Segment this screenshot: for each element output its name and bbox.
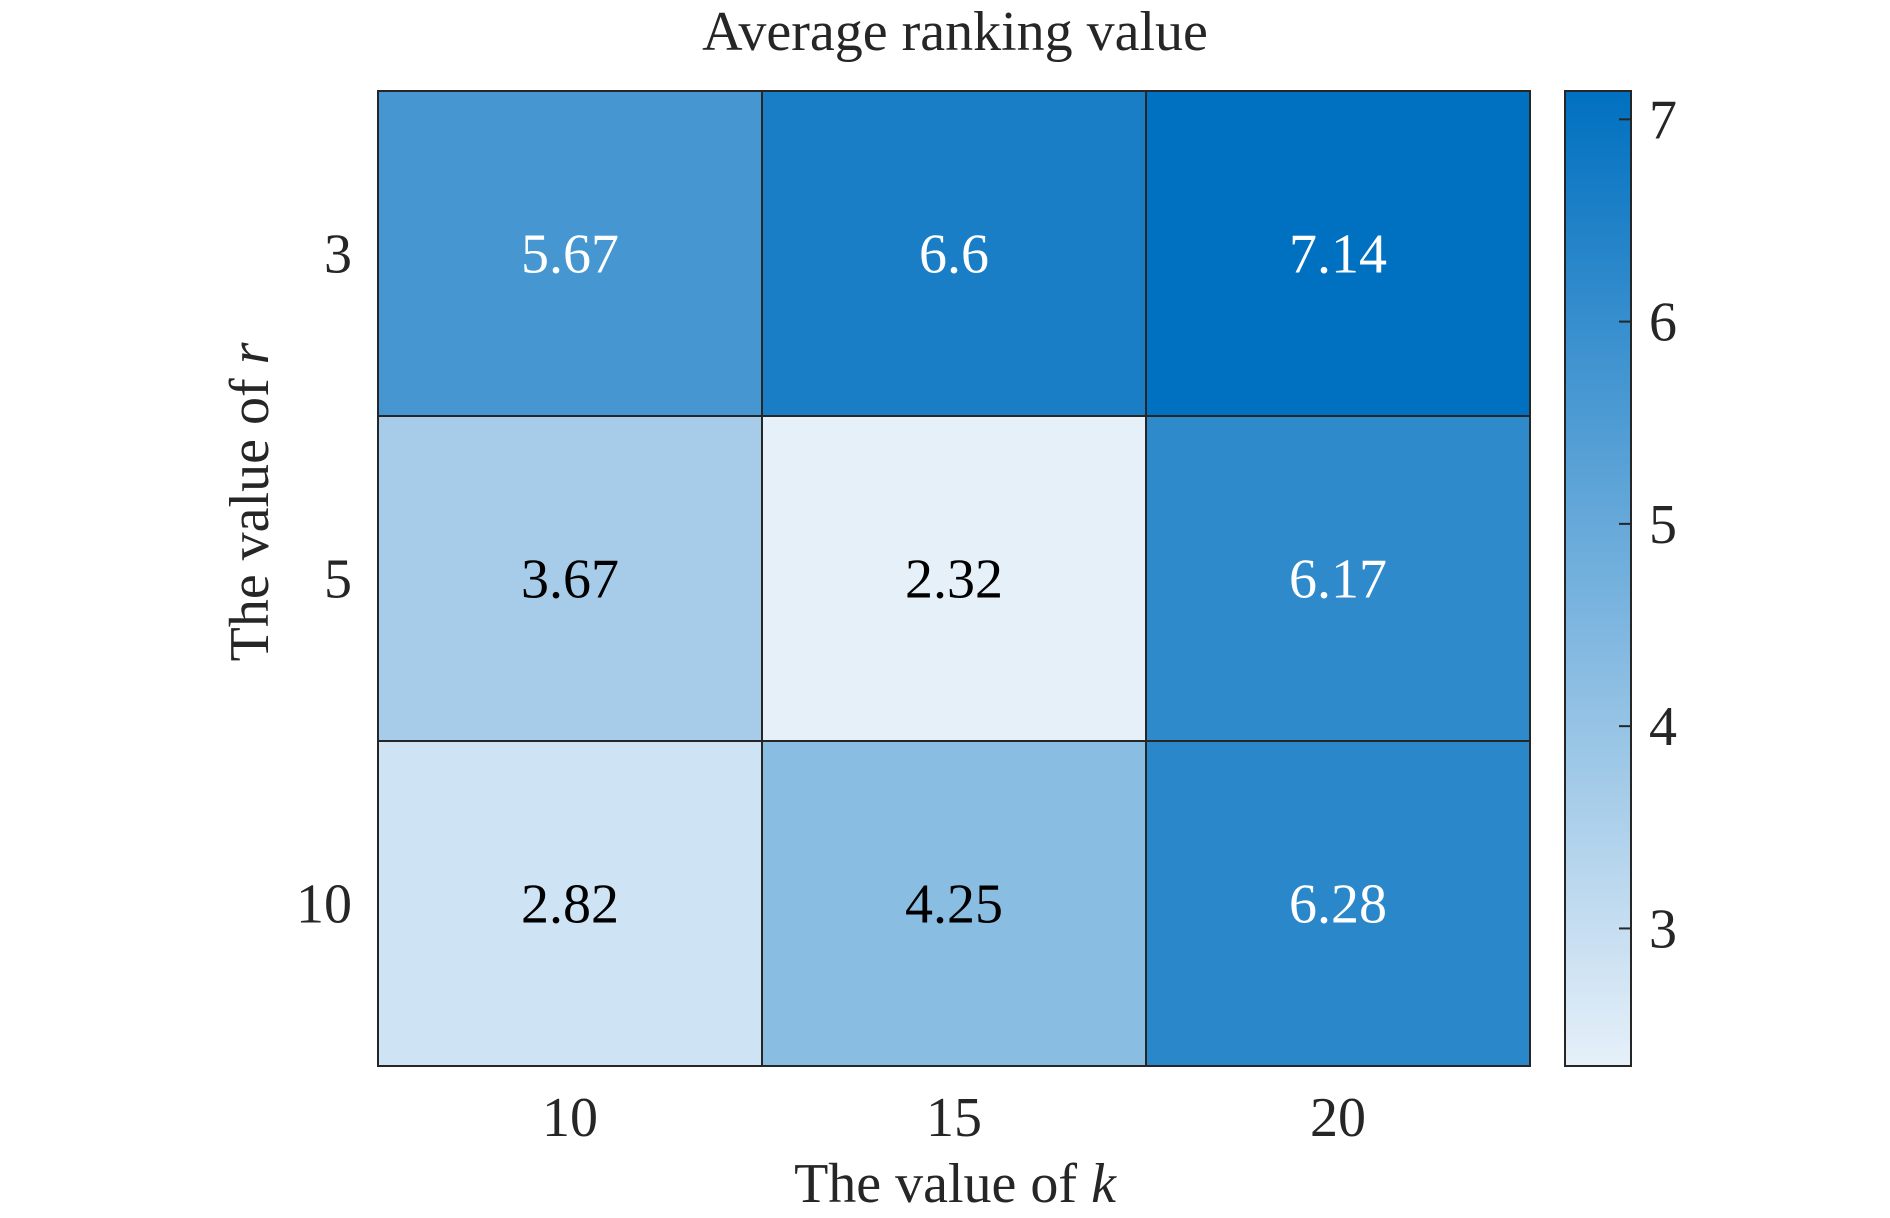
- heatmap-cell-label: 7.14: [1289, 224, 1387, 286]
- x-tick-label: 20: [1310, 1087, 1366, 1149]
- colorbar-tick-label: 6: [1649, 292, 1677, 354]
- y-axis-ticks: 3 5 10: [296, 224, 352, 936]
- colorbar-ticks: 3 4 5 6 7: [1619, 89, 1677, 960]
- heatmap-cell: [761, 90, 1147, 417]
- y-tick-label: 3: [324, 224, 352, 286]
- y-axis-label: The value of r: [219, 342, 281, 661]
- heatmap-cell: [761, 740, 1147, 1067]
- heatmap-cell: [1145, 740, 1531, 1067]
- chart-title: Average ranking value: [702, 1, 1208, 63]
- colorbar-tick-label: 4: [1649, 696, 1677, 758]
- heatmap-cell: [377, 740, 763, 1067]
- heatmap-cell-labels: 5.67 6.6 7.14 3.67 2.32 6.17 2.82 4.25 6.28: [521, 224, 1387, 936]
- heatmap-cell-label: 2.82: [521, 874, 619, 936]
- heatmap-cell-label: 6.6: [919, 224, 989, 286]
- heatmap-cell-label: 3.67: [521, 549, 619, 611]
- heatmap-cell-label: 6.17: [1289, 549, 1387, 611]
- heatmap-cell-label: 5.67: [521, 224, 619, 286]
- y-axis-label-prefix: The value of: [219, 364, 281, 661]
- x-tick-label: 10: [542, 1087, 598, 1149]
- heatmap-cell: [1145, 90, 1531, 417]
- x-axis-label-var: k: [1091, 1153, 1117, 1215]
- y-tick-label: 5: [324, 549, 352, 611]
- heatmap-cell: [1145, 415, 1531, 742]
- x-axis-label: The value of k: [794, 1153, 1117, 1215]
- x-axis-label-prefix: The value of: [794, 1153, 1091, 1215]
- colorbar: [1564, 90, 1632, 1067]
- heatmap-cell: [761, 415, 1147, 742]
- heatmap-cell: [377, 415, 763, 742]
- x-axis-ticks: 10 15 20: [542, 1087, 1366, 1149]
- x-tick-label: 15: [926, 1087, 982, 1149]
- heatmap-cell: [377, 90, 763, 417]
- heatmap-cells: [377, 90, 1531, 1067]
- heatmap-cell-label: 4.25: [905, 874, 1003, 936]
- colorbar-tick-label: 5: [1649, 494, 1677, 556]
- heatmap-cell-label: 2.32: [905, 549, 1003, 611]
- colorbar-tick-label: 7: [1649, 89, 1677, 151]
- y-tick-label: 10: [296, 874, 352, 936]
- heatmap-cell-label: 6.28: [1289, 874, 1387, 936]
- y-axis-label-var: r: [219, 342, 281, 364]
- colorbar-tick-label: 3: [1649, 898, 1677, 960]
